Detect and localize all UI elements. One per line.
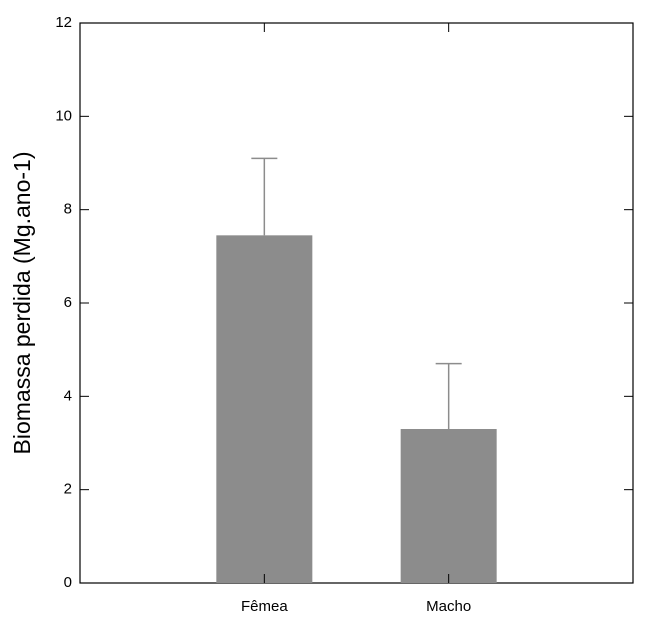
x-tick-label: Macho — [426, 598, 471, 615]
y-tick-label: 4 — [64, 387, 72, 404]
y-tick-label: 10 — [55, 107, 72, 124]
x-tick-label: Fêmea — [241, 598, 288, 615]
y-tick-label: 12 — [55, 14, 72, 31]
y-tick-label: 2 — [64, 481, 72, 498]
bar — [400, 429, 497, 583]
plot-frame — [79, 22, 634, 584]
y-axis-label: Biomassa perdida (Mg.ano-1) — [9, 152, 35, 455]
bar — [216, 235, 313, 584]
y-tick-label: 6 — [64, 294, 72, 311]
y-tick-label: 8 — [64, 201, 72, 218]
y-tick-label: 0 — [64, 574, 72, 591]
